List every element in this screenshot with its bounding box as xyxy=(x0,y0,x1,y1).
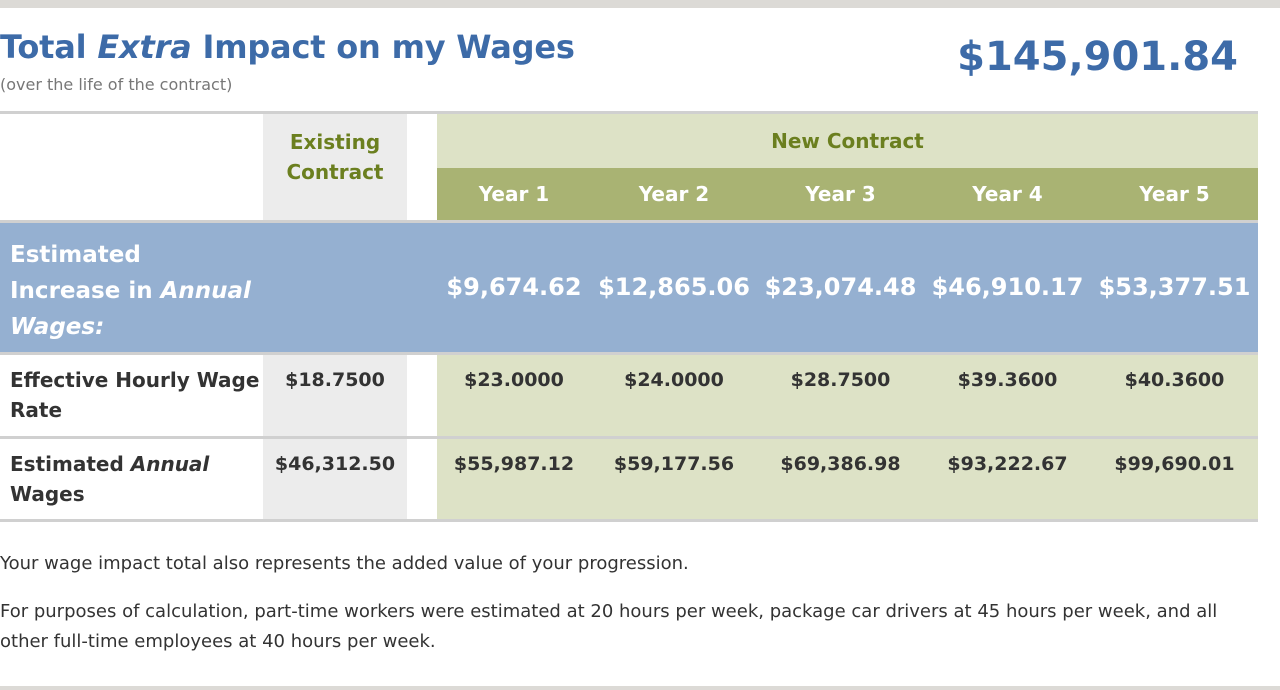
title-suffix: Impact on my Wages xyxy=(191,28,575,66)
hourly-year-5: $40.3600 xyxy=(1124,369,1225,391)
title-emphasis: Extra xyxy=(97,28,192,66)
page-subtitle: (over the life of the contract) xyxy=(0,75,233,94)
increase-year-5: $53,377.51 xyxy=(1098,273,1251,301)
hourly-row-divider xyxy=(0,436,1258,439)
annual-label-emphasis: Annual xyxy=(130,452,210,476)
hourly-year-3: $28.7500 xyxy=(790,369,891,391)
hourly-new-bg xyxy=(437,355,1258,436)
page-title: Total Extra Impact on my Wages xyxy=(0,28,575,66)
annual-label-prefix: Estimated xyxy=(10,452,131,476)
hourly-label-line2: Rate xyxy=(10,398,63,422)
annual-year-3: $69,386.98 xyxy=(780,453,901,475)
bottom-border xyxy=(0,686,1280,690)
total-impact-value: $145,901.84 xyxy=(957,34,1238,80)
annual-label-line2: Wages xyxy=(10,482,85,506)
annual-row-label: Estimated Annual Wages xyxy=(0,439,263,519)
hourly-year-1: $23.0000 xyxy=(464,369,564,391)
existing-header-line1: Existing xyxy=(289,130,381,154)
year-4-header: Year 4 xyxy=(924,168,1091,220)
increase-label-line2-prefix: Increase in xyxy=(10,278,161,304)
increase-year-3: $23,074.48 xyxy=(764,273,917,301)
title-prefix: Total xyxy=(0,28,98,66)
increase-row-label: Estimated Increase in Annual Wages: xyxy=(0,223,263,352)
annual-year-2: $59,177.56 xyxy=(613,453,735,475)
year-2-header: Year 2 xyxy=(591,168,757,220)
annual-year-4: $93,222.67 xyxy=(947,453,1068,475)
existing-contract-header: Existing Contract xyxy=(263,114,407,220)
increase-year-4: $46,910.17 xyxy=(931,273,1084,301)
increase-row-divider xyxy=(0,352,1258,355)
increase-year-2: $12,865.06 xyxy=(598,273,750,301)
annual-existing: $46,312.50 xyxy=(263,439,407,519)
year-5-header: Year 5 xyxy=(1091,168,1258,220)
increase-label-line1: Estimated xyxy=(10,242,141,268)
increase-label-line2: Increase in Annual xyxy=(10,273,263,309)
hourly-row-label: Effective Hourly Wage Rate xyxy=(0,355,263,436)
existing-header-line2: Contract xyxy=(286,160,384,184)
calculation-note: For purposes of calculation, part-time w… xyxy=(0,601,1218,652)
hourly-year-2: $24.0000 xyxy=(624,369,724,391)
header-divider xyxy=(0,220,1258,223)
year-1-header: Year 1 xyxy=(437,168,591,220)
increase-year-1: $9,674.62 xyxy=(446,273,582,301)
hourly-existing: $18.7500 xyxy=(263,355,407,436)
new-contract-header: New Contract xyxy=(437,114,1258,168)
increase-label-line3: Wages: xyxy=(10,314,105,340)
annual-year-5: $99,690.01 xyxy=(1114,453,1235,475)
hourly-label-line1: Effective Hourly Wage xyxy=(10,368,260,392)
increase-row xyxy=(0,223,1258,352)
annual-year-1: $55,987.12 xyxy=(453,453,575,475)
top-border xyxy=(0,0,1280,8)
year-3-header: Year 3 xyxy=(757,168,924,220)
progression-note: Your wage impact total also represents t… xyxy=(0,553,689,574)
increase-label-line2-emphasis: Annual xyxy=(160,278,251,304)
table-bottom-divider xyxy=(0,519,1258,522)
table-top-divider xyxy=(0,111,1258,114)
hourly-year-4: $39.3600 xyxy=(957,369,1058,391)
annual-new-bg xyxy=(437,439,1258,519)
